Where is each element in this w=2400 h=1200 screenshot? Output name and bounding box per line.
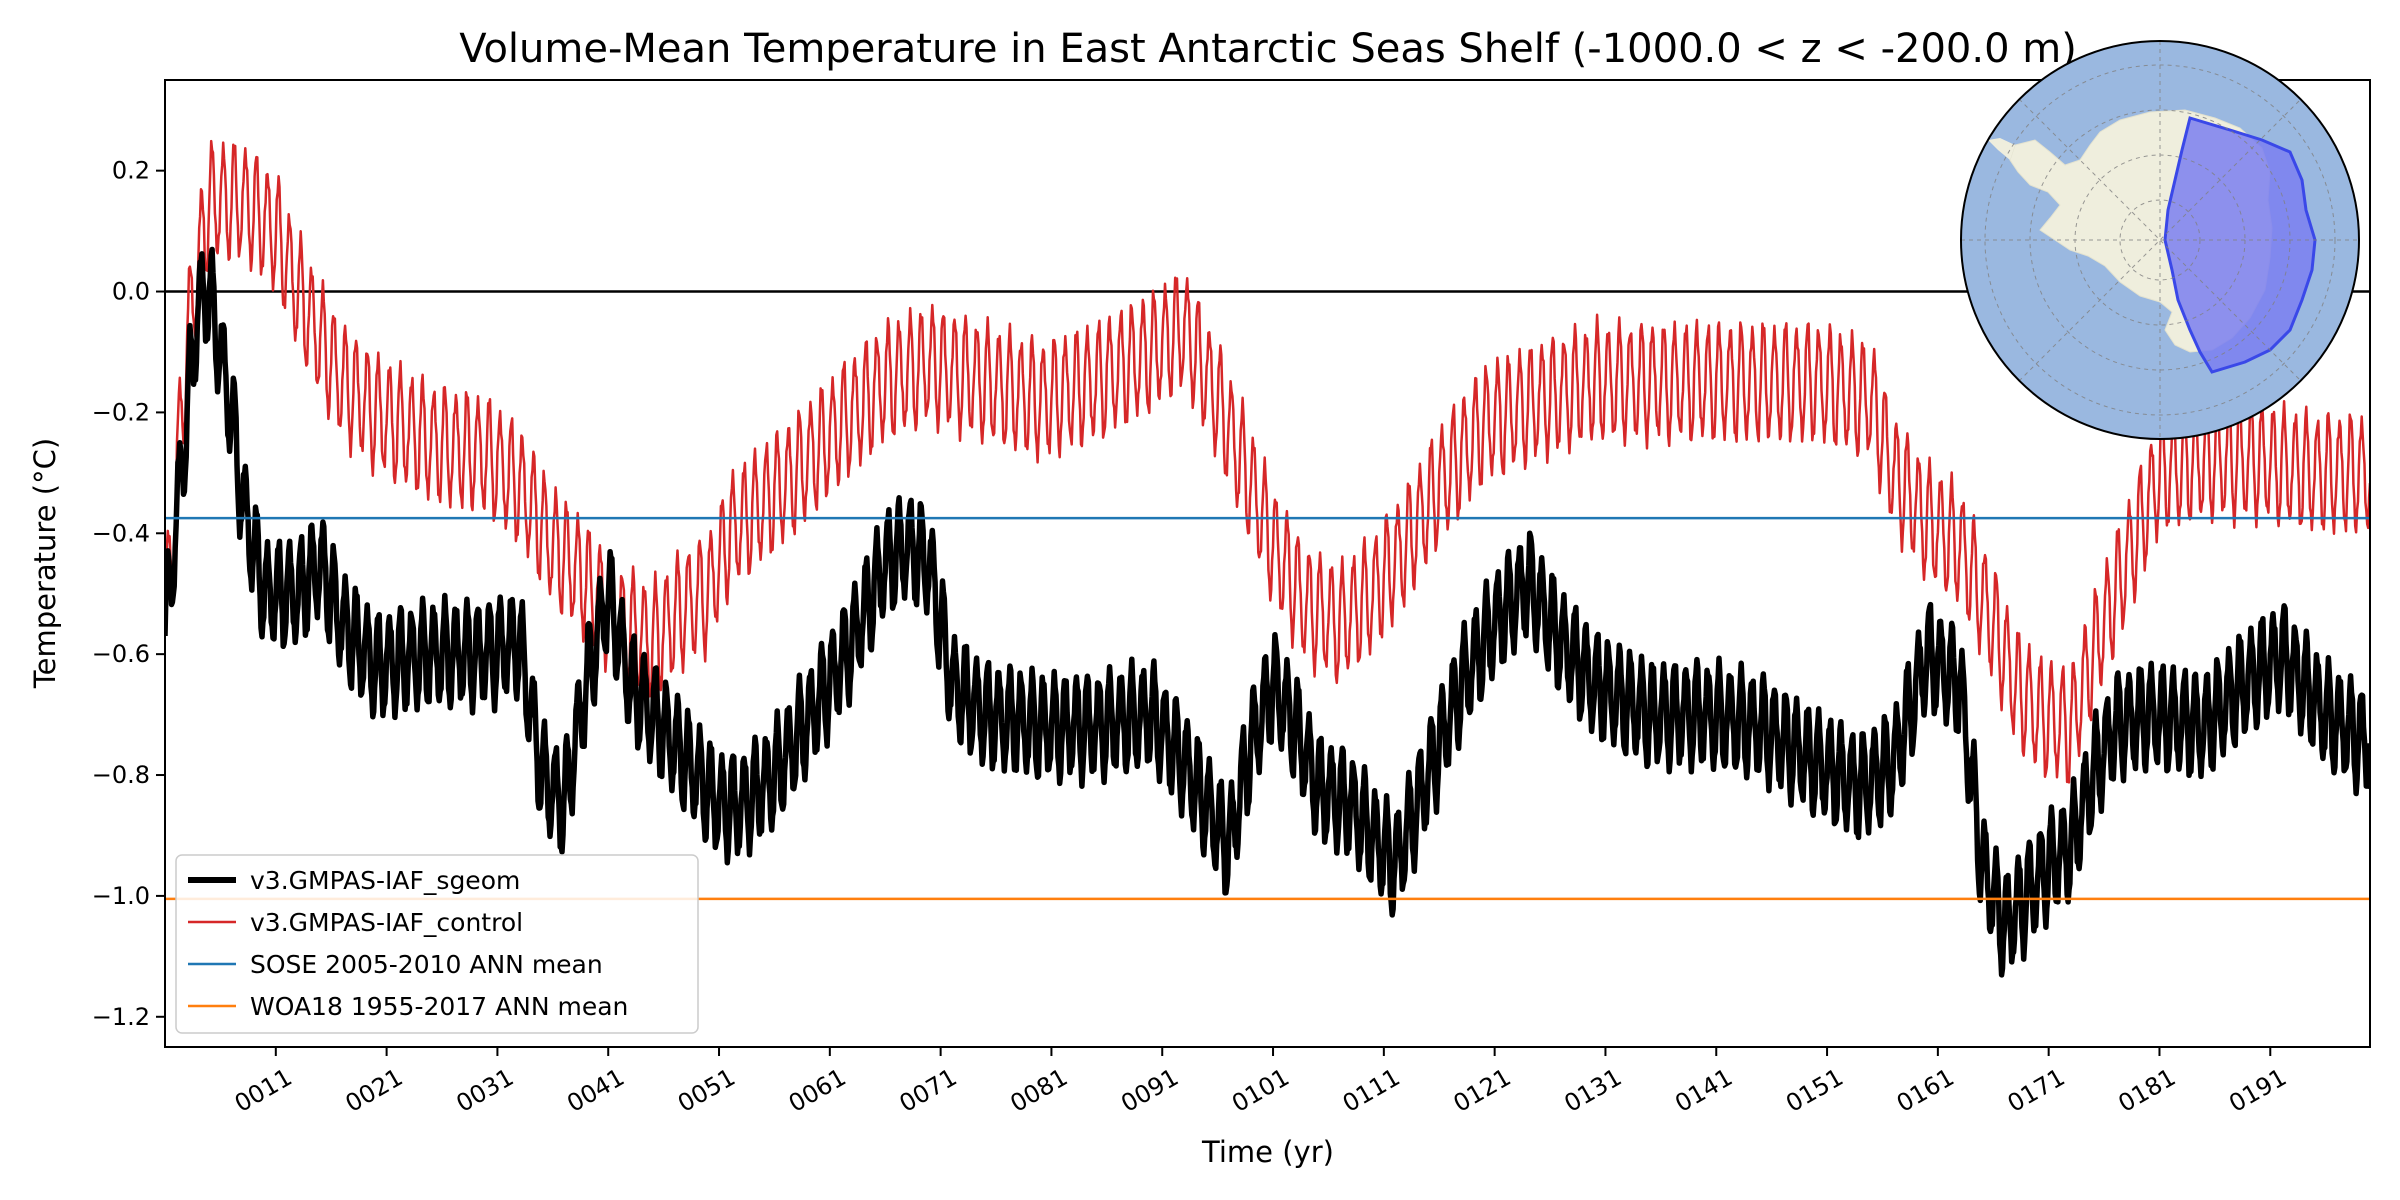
inset-map-peninsula xyxy=(1988,138,2015,160)
y-axis-label: Temperature (°C) xyxy=(28,438,62,689)
y-tick-label: −0.6 xyxy=(92,640,150,668)
y-tick-label: −0.4 xyxy=(92,519,150,547)
x-tick-label: 0071 xyxy=(895,1063,962,1118)
x-tick-label: 0091 xyxy=(1116,1063,1183,1118)
legend-label-sose: SOSE 2005-2010 ANN mean xyxy=(250,950,603,979)
legend-box xyxy=(175,854,699,1034)
inset-map-border xyxy=(1960,40,2360,440)
y-tick-label: −0.8 xyxy=(92,761,150,789)
x-tick-label: 0121 xyxy=(1449,1063,1516,1118)
x-tick-label: 0151 xyxy=(1781,1063,1848,1118)
x-tick-label: 0081 xyxy=(1005,1063,1072,1118)
x-tick-label: 0181 xyxy=(2114,1063,2181,1118)
series-line-control xyxy=(165,139,2370,784)
x-tick-label: 0051 xyxy=(673,1063,740,1118)
y-tick-label: −0.2 xyxy=(92,398,150,426)
legend-label-woa: WOA18 1955-2017 ANN mean xyxy=(250,992,628,1021)
x-tick-label: 0131 xyxy=(1559,1063,1626,1118)
x-tick-label: 0141 xyxy=(1670,1063,1737,1118)
x-tick-label: 0061 xyxy=(784,1063,851,1118)
axes-frame xyxy=(164,79,2371,1048)
y-tick-label: 0.0 xyxy=(112,278,150,306)
x-tick-label: 0011 xyxy=(230,1063,297,1118)
legend: v3.GMPAS-IAF_sgeom v3.GMPAS-IAF_control … xyxy=(175,854,699,1034)
inset-map xyxy=(1960,40,2360,440)
inset-map-region xyxy=(2163,116,2317,374)
x-tick-label: 0171 xyxy=(2003,1063,2070,1118)
x-tick-label: 0191 xyxy=(2224,1063,2291,1118)
x-tick-label: 0111 xyxy=(1338,1063,1405,1118)
x-tick-label: 0101 xyxy=(1227,1063,1294,1118)
x-axis-label: Time (yr) xyxy=(1201,1135,1334,1169)
x-tick-label: 0161 xyxy=(1892,1063,1959,1118)
y-tick-label: 0.2 xyxy=(112,157,150,185)
legend-label-control: v3.GMPAS-IAF_control xyxy=(250,908,523,937)
y-tick-label: −1.2 xyxy=(92,1003,150,1031)
x-tick-label: 0021 xyxy=(341,1063,408,1118)
chart-title: Volume-Mean Temperature in East Antarcti… xyxy=(459,26,2077,72)
x-tick-label: 0041 xyxy=(562,1063,629,1118)
x-tick-label: 0031 xyxy=(451,1063,518,1118)
y-tick-label: −1.0 xyxy=(92,882,150,910)
series-line-sgeom xyxy=(165,246,2370,978)
legend-label-sgeom: v3.GMPAS-IAF_sgeom xyxy=(250,866,520,895)
